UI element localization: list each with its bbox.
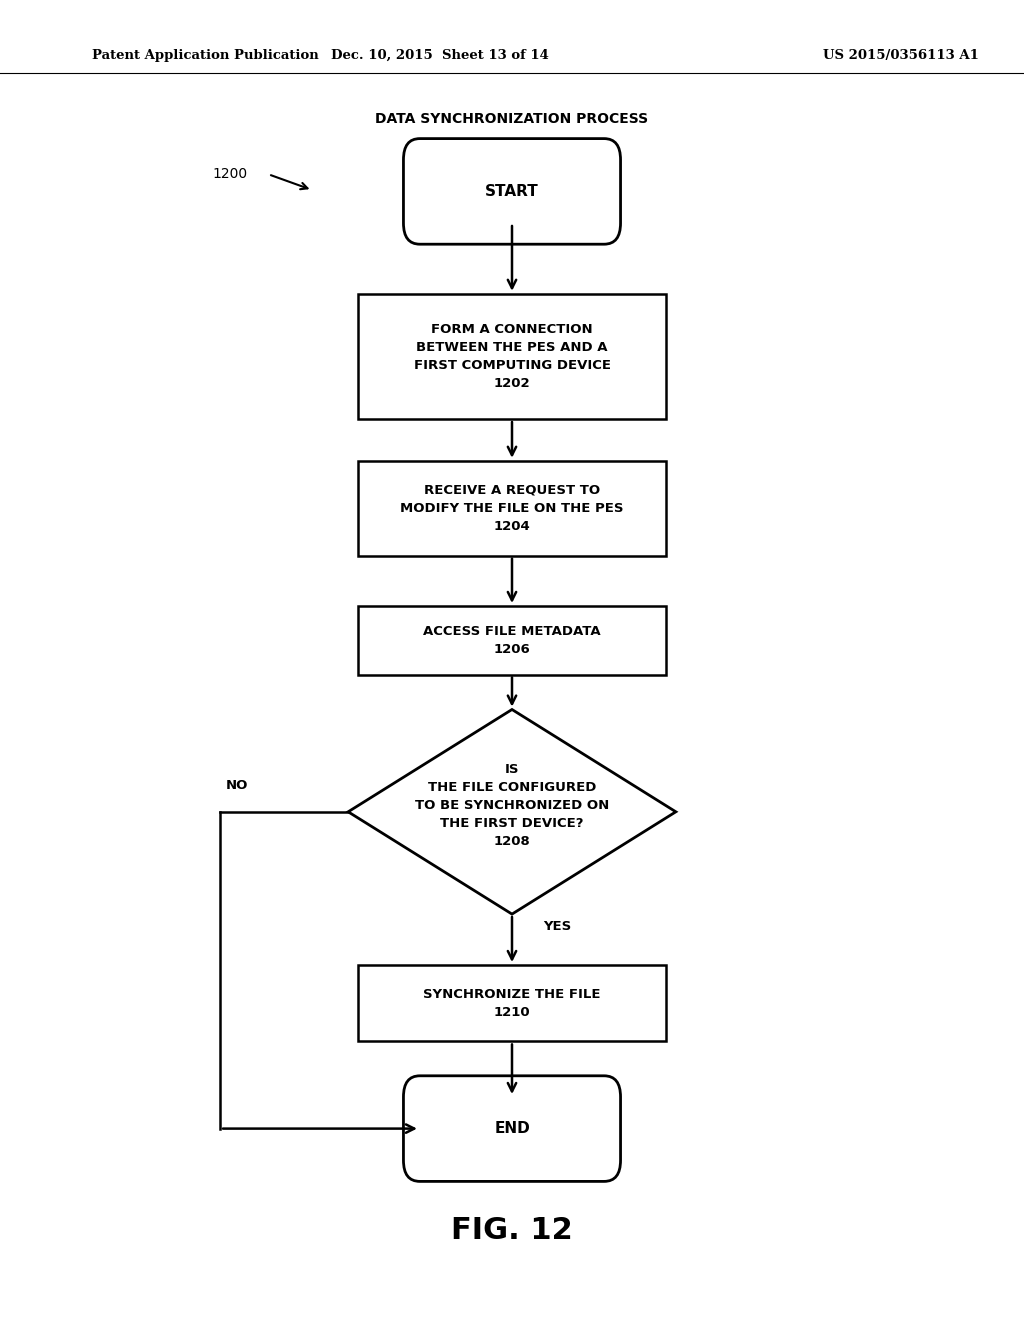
FancyBboxPatch shape [403,139,621,244]
Bar [358,606,666,675]
Text: 1200: 1200 [213,168,248,181]
Text: Dec. 10, 2015  Sheet 13 of 14: Dec. 10, 2015 Sheet 13 of 14 [332,49,549,62]
Text: END: END [495,1121,529,1137]
Bar [358,461,666,556]
Text: YES: YES [543,920,571,933]
FancyBboxPatch shape [403,1076,621,1181]
Text: DATA SYNCHRONIZATION PROCESS: DATA SYNCHRONIZATION PROCESS [376,112,648,125]
Text: NO: NO [225,779,248,792]
Text: US 2015/0356113 A1: US 2015/0356113 A1 [823,49,979,62]
Text: FIG. 12: FIG. 12 [452,1216,572,1245]
Text: FORM A CONNECTION
BETWEEN THE PES AND A
FIRST COMPUTING DEVICE
1202: FORM A CONNECTION BETWEEN THE PES AND A … [414,323,610,389]
Bar [358,965,666,1041]
Bar [358,294,666,420]
Polygon shape [348,710,676,913]
Text: SYNCHRONIZE THE FILE
1210: SYNCHRONIZE THE FILE 1210 [423,987,601,1019]
Text: Patent Application Publication: Patent Application Publication [92,49,318,62]
Text: ACCESS FILE METADATA
1206: ACCESS FILE METADATA 1206 [423,624,601,656]
Text: RECEIVE A REQUEST TO
MODIFY THE FILE ON THE PES
1204: RECEIVE A REQUEST TO MODIFY THE FILE ON … [400,483,624,533]
Text: IS
THE FILE CONFIGURED
TO BE SYNCHRONIZED ON
THE FIRST DEVICE?
1208: IS THE FILE CONFIGURED TO BE SYNCHRONIZE… [415,763,609,847]
Text: START: START [485,183,539,199]
